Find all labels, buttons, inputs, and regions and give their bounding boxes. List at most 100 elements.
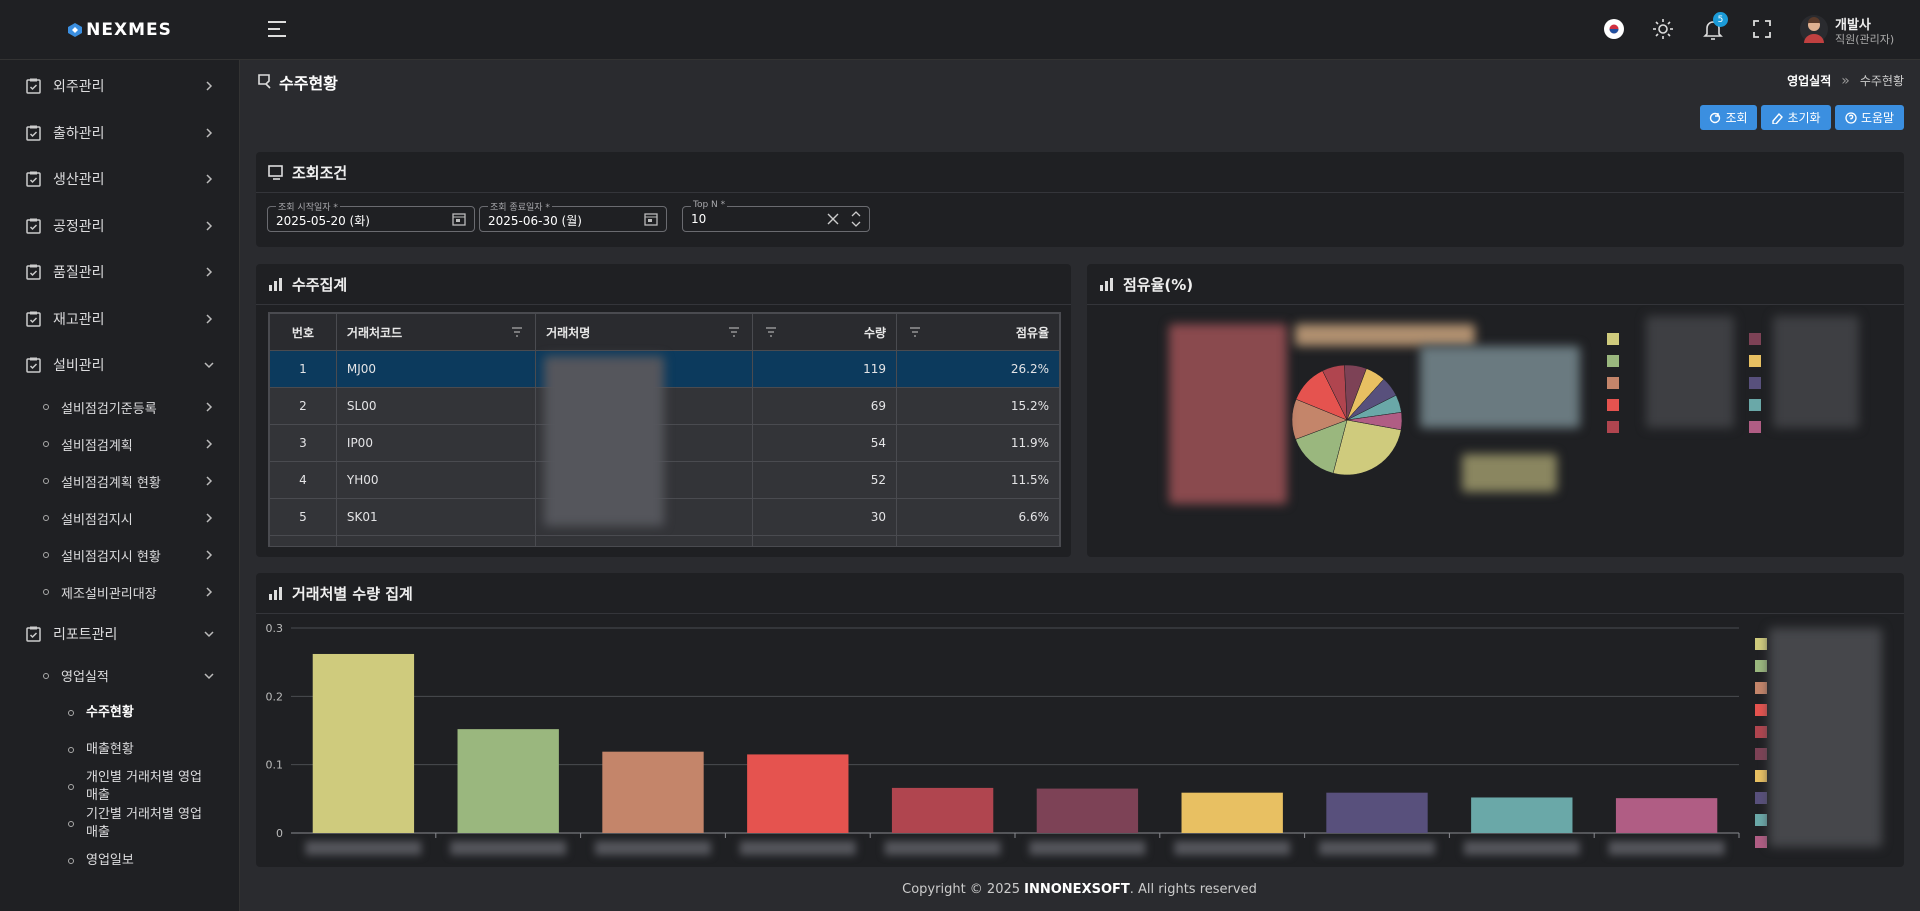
redacted-label [305,841,422,855]
pie-slice[interactable] [1332,419,1402,476]
legend-swatch[interactable] [1755,704,1767,716]
table-cell: 15.2% [896,387,1060,425]
legend-swatch[interactable] [1755,748,1767,760]
table-row[interactable]: 3 IP00 54 11.9% [269,424,1060,462]
menu-label: 설비관리 [53,358,105,375]
bar[interactable] [891,787,994,833]
menu-item[interactable]: 설비점검지시 [0,500,239,537]
menu-item[interactable]: 생산관리 [0,156,239,203]
table-row[interactable]: 2 SL00 69 15.2% [269,387,1060,425]
menu-item[interactable]: 외주관리 [0,63,239,110]
theme-toggle[interactable] [1653,19,1673,39]
bullet [68,709,74,716]
column-label: 번호 [291,325,314,340]
bar[interactable] [457,729,559,833]
bar[interactable] [1036,788,1139,833]
legend-swatch[interactable] [1755,726,1767,738]
y-tick-label: 0.2 [266,690,284,703]
legend-swatch[interactable] [1755,770,1767,782]
menu-item[interactable]: 영업일보 [0,842,239,879]
legend-swatch[interactable] [1749,421,1761,433]
menu-item[interactable]: 수주현황 [0,694,239,731]
legend-swatch[interactable] [1749,333,1761,345]
bar[interactable] [1471,797,1573,833]
menu-item[interactable]: 공정관리 [0,203,239,250]
button[interactable]: 초기화 [1761,105,1831,130]
field-label: Top N * [691,200,728,210]
menu-item[interactable]: 영업실적 [0,657,239,694]
menu-toggle[interactable] [267,20,287,38]
column-header[interactable]: 거래처명 [535,313,753,351]
table-row[interactable]: 1 MJ00 119 26.2% [269,350,1060,388]
button[interactable]: 조회 [1700,105,1757,130]
page-icon [258,74,271,89]
legend-swatch[interactable] [1755,660,1767,672]
menu-item[interactable]: 설비점검기준등록 [0,389,239,426]
logo[interactable]: NEXMES [0,0,239,60]
breadcrumb-item[interactable]: 영업실적 [1787,74,1832,88]
bar[interactable] [1615,798,1718,833]
bar[interactable] [602,751,704,833]
menu-item[interactable]: 기간별 거래처별 영업 매출 [0,805,239,842]
legend-swatch[interactable] [1607,355,1619,367]
menu-label: 제조설비관리대장 [61,586,157,602]
menu-icon [26,78,41,94]
legend-swatch[interactable] [1607,421,1619,433]
redacted-label [595,841,711,855]
legend-swatch[interactable] [1607,377,1619,389]
field-value: 2025-06-30 (월) [488,214,582,228]
menu-item[interactable]: 출하관리 [0,110,239,157]
menu-item[interactable]: 제조설비관리대장 [0,574,239,611]
table-row[interactable]: 5 SK01 30 6.6% [269,498,1060,536]
legend-swatch[interactable] [1755,792,1767,804]
legend-swatch[interactable] [1755,836,1767,848]
pie-slice[interactable] [1346,412,1403,431]
legend-swatch[interactable] [1749,355,1761,367]
table-row[interactable]: 4 YH00 52 11.5% [269,461,1060,499]
menu-item[interactable]: 매출현황 [0,731,239,768]
legend-swatch[interactable] [1607,333,1619,345]
chevron [204,672,214,679]
input-field[interactable]: 조회 시작일자 * 2025-05-20 (화) [267,200,475,232]
column-header[interactable]: 수량 [751,313,898,351]
chevron [206,81,213,91]
menu-item[interactable]: 리포트관리 [0,611,239,658]
column-header[interactable]: 점유율 [896,313,1060,351]
column-header[interactable]: 번호 [269,313,337,351]
menu-item[interactable]: 설비점검계획 [0,426,239,463]
bar[interactable] [312,653,415,833]
search-card: 조회조건 조회 시작일자 * 2025-05-20 (화) 조회 종료일자 * 202… [256,152,1904,247]
redacted [544,356,664,526]
bar[interactable] [1181,792,1283,833]
card-title: 거래처별 수량 집계 [292,585,413,603]
bullet [68,783,74,790]
column-header[interactable]: 거래처코드 [335,313,537,351]
menu-item[interactable]: 설비관리 [0,342,239,389]
clear-icon [827,213,839,225]
menu-item[interactable]: 재고관리 [0,296,239,343]
legend-swatch[interactable] [1755,814,1767,826]
bar[interactable] [1326,792,1428,833]
y-tick-label: 0 [276,827,283,840]
fullscreen[interactable] [1753,20,1771,38]
menu-item[interactable]: 설비점검지시 현황 [0,537,239,574]
input-field[interactable]: 조회 종료일자 * 2025-06-30 (월) [479,200,667,232]
pie-slice[interactable] [1295,419,1348,474]
legend-swatch[interactable] [1749,399,1761,411]
menu-item[interactable]: 품질관리 [0,249,239,296]
language-flag[interactable] [1603,18,1625,40]
legend-swatch[interactable] [1749,377,1761,389]
menu-item[interactable]: 개인별 거래처별 영업 매출 [0,768,239,805]
menu-item[interactable]: 설비점검계획 현황 [0,463,239,500]
breadcrumb-item[interactable]: 수주현황 [1859,74,1904,88]
bar[interactable] [747,754,849,833]
spinner [851,211,861,227]
input-field[interactable]: Top N * 10 [682,200,870,232]
legend-swatch[interactable] [1755,638,1767,650]
legend-swatch[interactable] [1607,399,1619,411]
header-row: 번호 거래처코드 거래처명 수량 점유율 [269,313,1060,351]
avatar[interactable] [1800,15,1828,43]
legend-swatch[interactable] [1755,682,1767,694]
table-cell: YH00 [335,461,537,499]
button[interactable]: 도움말 [1835,105,1904,130]
